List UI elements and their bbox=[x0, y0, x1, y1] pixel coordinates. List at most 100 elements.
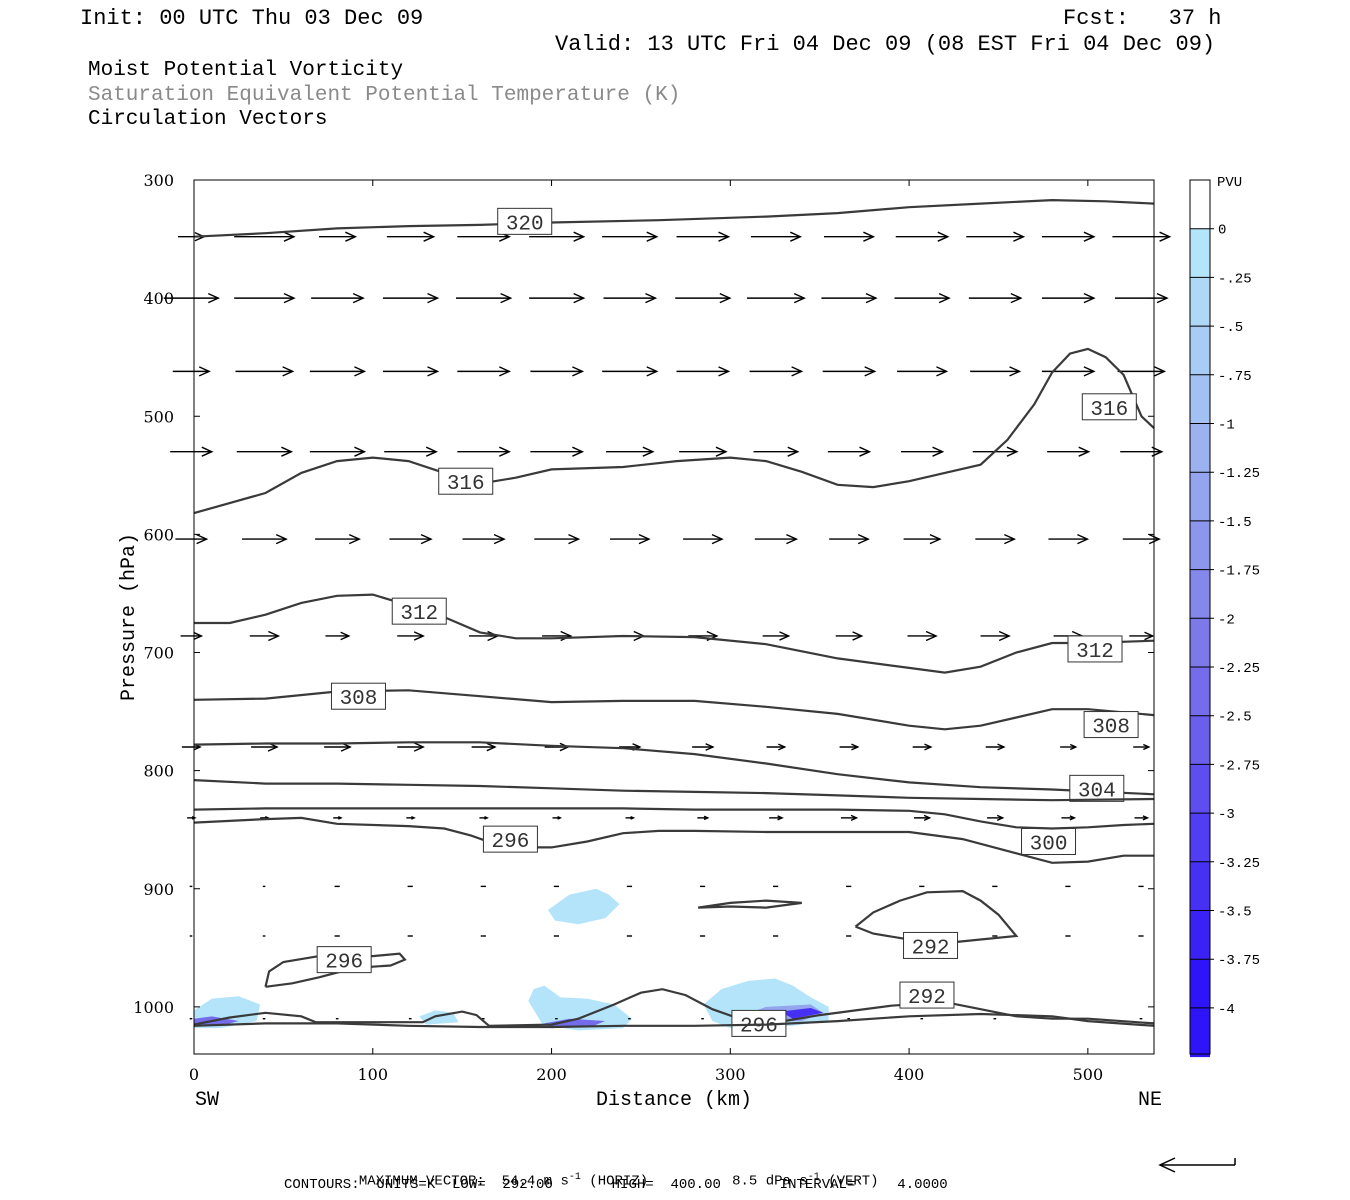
colorbar-label: 0 bbox=[1218, 223, 1226, 239]
circulation-vector bbox=[1041, 292, 1096, 304]
circulation-vector bbox=[234, 231, 296, 242]
circulation-vector bbox=[389, 533, 433, 545]
circulation-vector bbox=[683, 533, 724, 545]
circulation-vector bbox=[241, 533, 288, 545]
circulation-vector bbox=[236, 446, 294, 457]
x-right-label: NE bbox=[1138, 1089, 1162, 1112]
colorbar-swatch bbox=[1190, 813, 1210, 863]
circulation-vector bbox=[552, 816, 562, 820]
circulation-vector bbox=[333, 816, 343, 820]
colorbar-swatch bbox=[1190, 910, 1210, 960]
circulation-vector bbox=[462, 533, 506, 545]
colorbar-swatch bbox=[1190, 326, 1210, 376]
y-tick-label: 700 bbox=[143, 644, 174, 663]
circulation-vector bbox=[1041, 231, 1096, 242]
contour-line bbox=[193, 347, 1155, 515]
circulation-vector bbox=[534, 533, 581, 545]
svg-text:296: 296 bbox=[492, 831, 530, 854]
colorbar-swatch bbox=[1190, 764, 1210, 814]
circulation-vector bbox=[750, 231, 803, 242]
x-tick-label: 400 bbox=[894, 1065, 925, 1084]
x-tick-label: 0 bbox=[189, 1065, 199, 1084]
y-tick-label: 800 bbox=[143, 762, 174, 781]
circulation-vector bbox=[457, 366, 512, 377]
circulation-vector bbox=[325, 631, 351, 641]
circulation-vector bbox=[823, 231, 876, 242]
colorbar-label: -4 bbox=[1218, 1002, 1235, 1018]
circulation-vector bbox=[1041, 366, 1096, 377]
x-tick-label: 200 bbox=[536, 1065, 567, 1084]
contour-info: CONTOURS: UNITS=K LOW= 292.00 HIGH= 400.… bbox=[284, 1177, 948, 1193]
circulation-vector bbox=[970, 366, 1022, 377]
colorbar-label: -.75 bbox=[1218, 369, 1252, 385]
x-tick-label: 300 bbox=[715, 1065, 746, 1084]
circulation-vector bbox=[180, 632, 204, 640]
circulation-vector bbox=[249, 630, 281, 642]
circulation-vector bbox=[980, 630, 1011, 642]
colorbar-swatch bbox=[1190, 180, 1210, 230]
circulation-vector bbox=[1129, 631, 1155, 641]
colorbar-label: -1.5 bbox=[1218, 515, 1252, 531]
circulation-vector bbox=[749, 366, 804, 377]
contour-line bbox=[193, 988, 1155, 1027]
colorbar-frame bbox=[1189, 179, 1211, 1055]
circulation-vector bbox=[529, 231, 586, 242]
svg-text:300: 300 bbox=[1030, 834, 1068, 857]
contour-label: 292 bbox=[903, 931, 959, 960]
circulation-vector bbox=[821, 292, 878, 304]
circulation-vector bbox=[912, 743, 933, 751]
contour-line bbox=[264, 952, 407, 988]
circulation-vector bbox=[835, 631, 864, 641]
svg-text:296: 296 bbox=[325, 952, 363, 975]
horiz-suffix: (HORIZ) bbox=[589, 1173, 649, 1190]
contour-label: 304 bbox=[1069, 774, 1125, 803]
circulation-vector bbox=[692, 743, 715, 751]
circulation-vector bbox=[894, 292, 951, 304]
colorbar-label: -2.5 bbox=[1218, 710, 1252, 726]
circulation-vector bbox=[827, 446, 872, 457]
svg-text:308: 308 bbox=[340, 688, 378, 711]
contour-label: 312 bbox=[1067, 635, 1123, 664]
x-tick-label: 100 bbox=[357, 1065, 388, 1084]
y-tick-label: 900 bbox=[143, 880, 174, 899]
contour-label: 296 bbox=[316, 946, 372, 975]
svg-text:320: 320 bbox=[506, 213, 544, 236]
svg-text:308: 308 bbox=[1092, 717, 1130, 740]
colorbar-swatch bbox=[1190, 374, 1210, 424]
pv-region bbox=[780, 1008, 824, 1019]
colorbar-label: -2.25 bbox=[1218, 661, 1260, 677]
colorbar-swatch bbox=[1190, 618, 1210, 668]
circulation-vector bbox=[234, 292, 296, 304]
circulation-vector bbox=[1133, 743, 1151, 751]
contour-line bbox=[193, 816, 1154, 864]
circulation-vector bbox=[1115, 292, 1169, 304]
vert-suffix: (VERT) bbox=[828, 1173, 879, 1190]
circulation-vector bbox=[406, 816, 416, 820]
max-vector-prefix: MAXIMUM VECTOR: bbox=[358, 1173, 485, 1190]
x-left-label: SW bbox=[195, 1089, 219, 1112]
colorbar-label: -3.25 bbox=[1218, 856, 1260, 872]
circulation-vector bbox=[1120, 446, 1164, 457]
circulation-vector bbox=[397, 742, 425, 752]
contour-label: 312 bbox=[391, 597, 447, 626]
contour-line bbox=[193, 807, 1155, 830]
circulation-vector bbox=[602, 366, 659, 377]
circulation-vector bbox=[309, 366, 367, 377]
circulation-vector bbox=[397, 631, 425, 641]
title-vectors: Circulation Vectors bbox=[88, 108, 328, 131]
contour-line bbox=[193, 779, 1155, 802]
circulation-vector bbox=[172, 366, 211, 377]
circulation-vector bbox=[170, 446, 214, 457]
circulation-vector bbox=[679, 446, 728, 457]
circulation-vector bbox=[606, 446, 655, 457]
circulation-vector bbox=[530, 366, 585, 377]
y-tick-label: 500 bbox=[143, 407, 174, 426]
colorbar-label: -1.75 bbox=[1218, 564, 1260, 580]
circulation-vector bbox=[839, 743, 860, 751]
circulation-vector bbox=[897, 366, 949, 377]
contour-line bbox=[193, 741, 1155, 796]
svg-text:312: 312 bbox=[1076, 641, 1114, 664]
circulation-vector bbox=[235, 366, 295, 377]
circulation-vector bbox=[315, 533, 361, 545]
